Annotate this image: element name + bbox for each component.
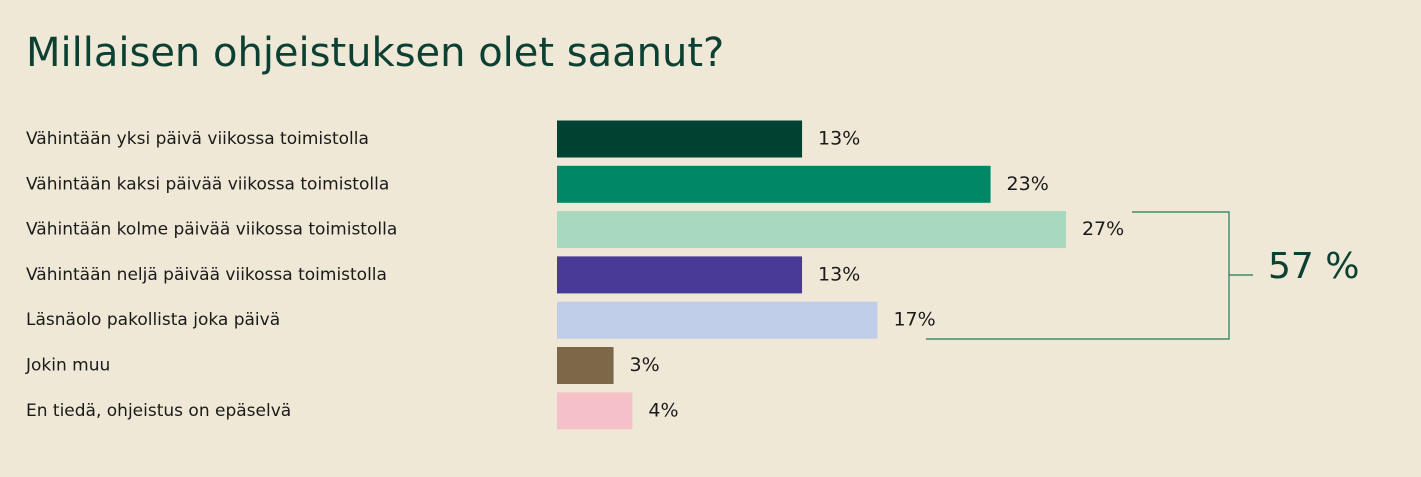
- category-label: Vähintään neljä päivää viikossa toimisto…: [26, 265, 387, 285]
- annotation: 57 %: [1268, 246, 1359, 287]
- bar: [557, 165, 991, 203]
- category-label: En tiedä, ohjeistus on epäselvä: [26, 401, 291, 421]
- value-label: 13%: [818, 263, 860, 285]
- category-label: Vähintään kaksi päivää viikossa toimisto…: [26, 174, 389, 194]
- category-label: Läsnäolo pakollista joka päivä: [26, 310, 280, 330]
- value-label: 27%: [1082, 218, 1124, 240]
- bar: [557, 301, 878, 339]
- value-label: 23%: [1007, 173, 1049, 195]
- bar: [557, 392, 633, 430]
- bar: [557, 211, 1066, 249]
- bar: [557, 347, 614, 384]
- value-label: 17%: [893, 309, 935, 331]
- value-label: 13%: [818, 128, 860, 150]
- bar: [557, 256, 803, 294]
- chart-title: Millaisen ohjeistuksen olet saanut?: [26, 30, 724, 76]
- bar: [557, 120, 803, 158]
- category-label: Vähintään kolme päivää viikossa toimisto…: [26, 220, 397, 240]
- category-label: Jokin muu: [25, 356, 110, 376]
- value-label: 3%: [630, 354, 660, 376]
- value-label: 4%: [648, 399, 678, 421]
- category-label: Vähintään yksi päivä viikossa toimistoll…: [26, 129, 369, 149]
